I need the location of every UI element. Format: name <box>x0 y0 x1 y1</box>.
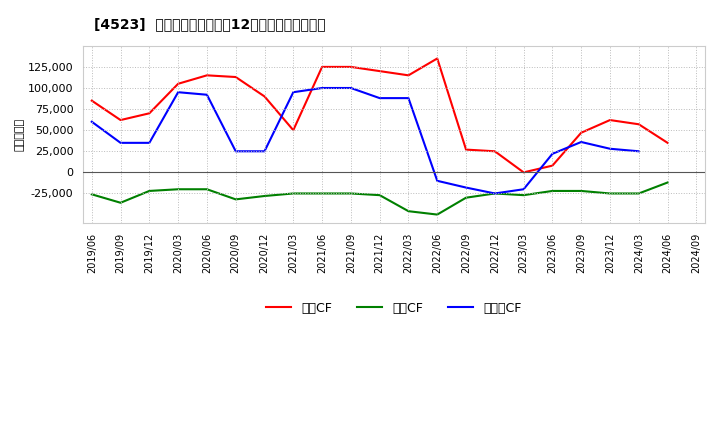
投資CF <box>462 195 470 200</box>
営業CF <box>202 73 211 78</box>
投資CF <box>606 191 614 196</box>
フリーCF <box>634 149 643 154</box>
営業CF <box>577 130 585 136</box>
フリーCF <box>116 140 125 146</box>
営業CF <box>634 121 643 127</box>
Text: [4523]  キャッシュフローの12か月移動合計の推移: [4523] キャッシュフローの12か月移動合計の推移 <box>94 18 325 32</box>
営業CF <box>346 64 355 70</box>
営業CF <box>404 73 413 78</box>
投資CF <box>634 191 643 196</box>
フリーCF <box>404 95 413 101</box>
フリーCF <box>145 140 153 146</box>
フリーCF <box>87 119 96 125</box>
フリーCF <box>260 149 269 154</box>
営業CF <box>318 64 326 70</box>
営業CF <box>606 117 614 123</box>
投資CF <box>346 191 355 196</box>
投資CF <box>289 191 297 196</box>
Line: 営業CF: 営業CF <box>91 59 667 172</box>
営業CF <box>231 74 240 80</box>
投資CF <box>577 188 585 194</box>
フリーCF <box>174 90 182 95</box>
投資CF <box>375 193 384 198</box>
投資CF <box>663 180 672 185</box>
営業CF <box>289 128 297 133</box>
投資CF <box>145 188 153 194</box>
フリーCF <box>606 146 614 151</box>
投資CF <box>318 191 326 196</box>
投資CF <box>490 191 499 196</box>
フリーCF <box>346 85 355 91</box>
営業CF <box>174 81 182 86</box>
投資CF <box>404 209 413 214</box>
フリーCF <box>318 85 326 91</box>
Legend: 営業CF, 投資CF, フリーCF: 営業CF, 投資CF, フリーCF <box>261 297 526 319</box>
投資CF <box>116 200 125 205</box>
営業CF <box>663 140 672 146</box>
Line: フリーCF: フリーCF <box>91 88 639 194</box>
営業CF <box>375 69 384 74</box>
営業CF <box>462 147 470 152</box>
投資CF <box>231 197 240 202</box>
営業CF <box>519 170 528 175</box>
フリーCF <box>375 95 384 101</box>
投資CF <box>548 188 557 194</box>
Y-axis label: （百万円）: （百万円） <box>15 118 25 151</box>
Line: 投資CF: 投資CF <box>91 183 667 215</box>
営業CF <box>433 56 441 61</box>
フリーCF <box>577 139 585 145</box>
フリーCF <box>202 92 211 97</box>
営業CF <box>548 163 557 168</box>
投資CF <box>87 192 96 197</box>
営業CF <box>260 94 269 99</box>
フリーCF <box>519 187 528 192</box>
フリーCF <box>231 149 240 154</box>
フリーCF <box>490 191 499 196</box>
フリーCF <box>433 178 441 183</box>
投資CF <box>260 193 269 198</box>
フリーCF <box>289 90 297 95</box>
営業CF <box>145 111 153 116</box>
フリーCF <box>548 151 557 157</box>
フリーCF <box>462 185 470 190</box>
投資CF <box>202 187 211 192</box>
営業CF <box>87 98 96 103</box>
投資CF <box>433 212 441 217</box>
営業CF <box>116 117 125 123</box>
投資CF <box>174 187 182 192</box>
投資CF <box>519 193 528 198</box>
営業CF <box>490 149 499 154</box>
